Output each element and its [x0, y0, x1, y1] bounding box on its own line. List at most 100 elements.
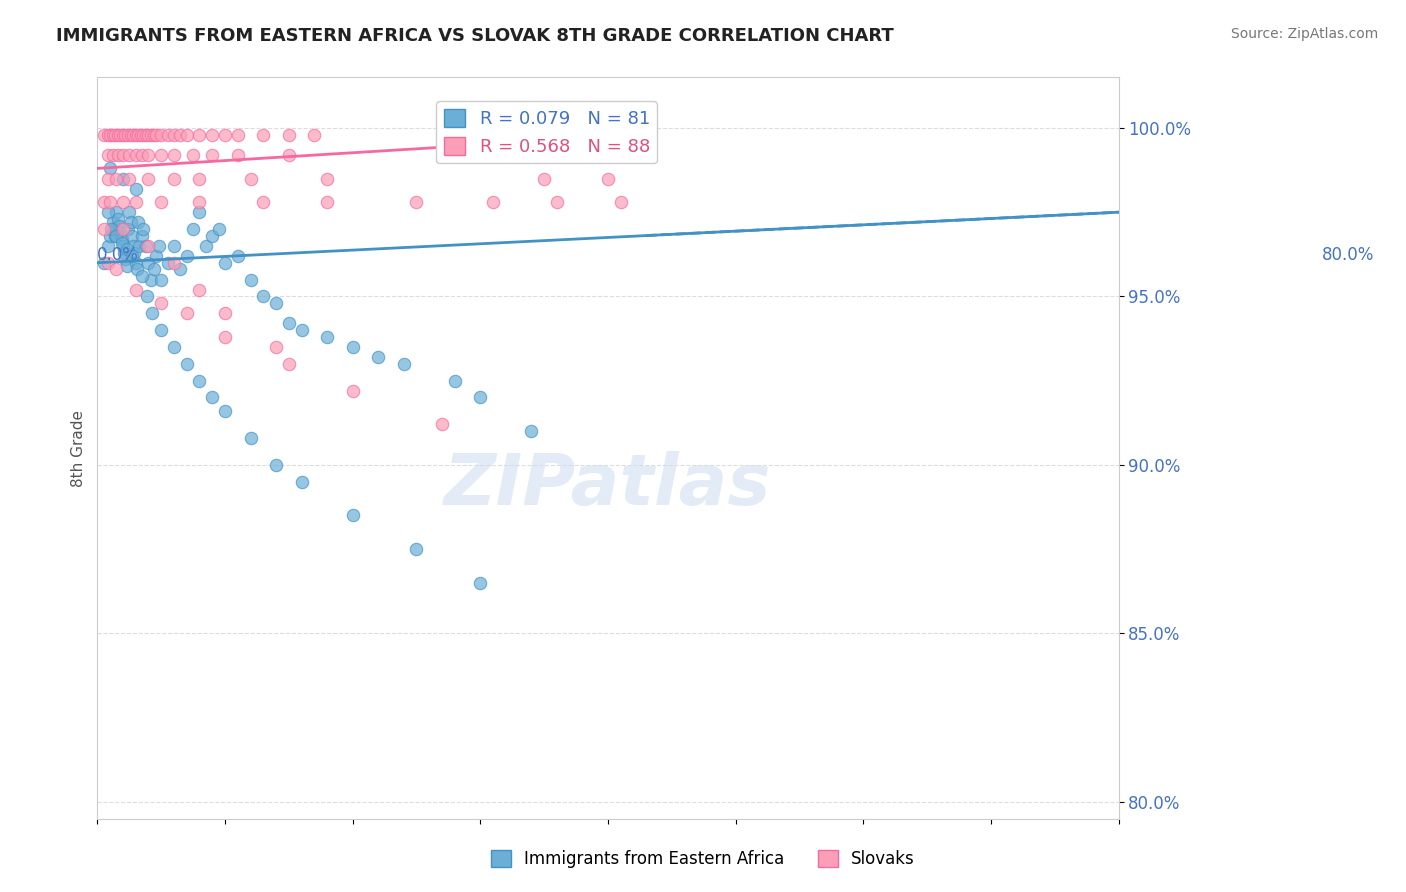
Point [214, 306, 236, 320]
Point [188, 128, 211, 142]
Point [93, 222, 115, 236]
Point [277, 148, 299, 162]
Point [443, 374, 465, 388]
Point [145, 249, 167, 263]
Point [139, 272, 162, 286]
Point [115, 242, 138, 256]
Point [194, 239, 217, 253]
Point [304, 128, 326, 142]
Point [430, 417, 453, 432]
Point [110, 235, 132, 250]
Point [150, 323, 173, 337]
Point [201, 148, 224, 162]
Point [181, 222, 204, 236]
Point [127, 215, 149, 229]
Text: 80.0%: 80.0% [1322, 245, 1374, 264]
Point [226, 128, 249, 142]
Point [105, 228, 128, 243]
Point [107, 128, 129, 142]
Point [120, 215, 142, 229]
Legend: Immigrants from Eastern Africa, Slovaks: Immigrants from Eastern Africa, Slovaks [484, 843, 922, 875]
Point [97, 128, 120, 142]
Point [114, 128, 136, 142]
Point [188, 171, 211, 186]
Point [392, 357, 415, 371]
Point [138, 239, 160, 253]
Point [141, 306, 163, 320]
Point [596, 171, 619, 186]
Point [124, 181, 146, 195]
Point [124, 245, 146, 260]
Point [112, 245, 135, 260]
Point [342, 340, 364, 354]
Point [405, 542, 427, 557]
Point [277, 128, 299, 142]
Point [98, 195, 121, 210]
Point [226, 249, 249, 263]
Point [98, 228, 121, 243]
Point [277, 317, 299, 331]
Point [138, 128, 160, 142]
Point [156, 128, 179, 142]
Point [214, 330, 236, 344]
Point [169, 262, 191, 277]
Point [138, 171, 160, 186]
Point [111, 148, 134, 162]
Point [129, 128, 152, 142]
Point [104, 228, 127, 243]
Point [135, 128, 157, 142]
Point [367, 350, 389, 364]
Point [93, 256, 115, 270]
Point [97, 148, 120, 162]
Point [176, 249, 198, 263]
Point [93, 128, 115, 142]
Point [201, 391, 224, 405]
Point [163, 256, 186, 270]
Point [277, 357, 299, 371]
Point [110, 226, 132, 240]
Point [188, 205, 211, 219]
Point [131, 269, 153, 284]
Point [214, 404, 236, 418]
Point [188, 374, 211, 388]
Point [533, 171, 555, 186]
Point [188, 195, 211, 210]
Point [103, 222, 125, 236]
Point [252, 289, 274, 303]
Point [609, 195, 631, 210]
Point [105, 262, 128, 277]
Point [105, 205, 128, 219]
Point [291, 323, 314, 337]
Point [105, 171, 128, 186]
Point [139, 128, 162, 142]
Point [111, 195, 134, 210]
Point [107, 148, 129, 162]
Point [111, 239, 134, 253]
Point [470, 391, 492, 405]
Point [118, 148, 141, 162]
Point [156, 256, 179, 270]
Point [163, 171, 186, 186]
Legend: R = 0.079   N = 81, R = 0.568   N = 88: R = 0.079 N = 81, R = 0.568 N = 88 [436, 102, 657, 163]
Point [150, 128, 173, 142]
Point [316, 195, 339, 210]
Point [124, 195, 146, 210]
Point [145, 128, 167, 142]
Point [122, 239, 145, 253]
Point [100, 222, 122, 236]
Point [124, 256, 146, 270]
Point [115, 259, 138, 273]
Point [163, 340, 186, 354]
Point [163, 148, 186, 162]
Point [124, 148, 146, 162]
Point [127, 128, 149, 142]
Point [150, 195, 173, 210]
Point [101, 148, 124, 162]
Point [121, 228, 143, 243]
Text: 0.0%: 0.0% [97, 245, 139, 264]
Point [150, 148, 173, 162]
Point [120, 128, 142, 142]
Point [239, 272, 262, 286]
Point [107, 211, 129, 226]
Point [97, 205, 120, 219]
